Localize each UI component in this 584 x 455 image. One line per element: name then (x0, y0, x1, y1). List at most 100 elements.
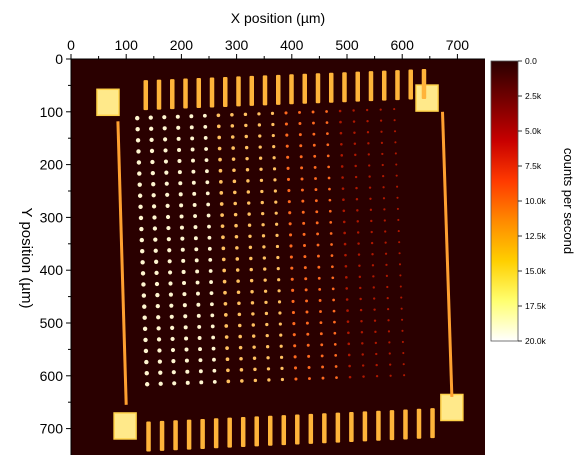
array-dot (343, 242, 347, 246)
array-dot (335, 376, 338, 379)
comb-bar (281, 415, 287, 446)
array-dot (298, 122, 302, 126)
y-tick-label: 500 (40, 315, 64, 331)
array-dot (332, 298, 335, 302)
array-dot (266, 367, 271, 371)
array-dot (275, 222, 279, 226)
array-dot (170, 325, 175, 330)
array-dot (250, 290, 254, 294)
comb-bar (236, 76, 241, 107)
array-dot (290, 266, 294, 270)
array-dot (195, 269, 200, 274)
comb-bar (315, 73, 321, 104)
array-dot (400, 307, 403, 310)
array-dot (306, 343, 310, 347)
array-dot (325, 121, 329, 124)
comb-bar (200, 418, 205, 449)
array-dot (293, 355, 297, 359)
array-dot (398, 241, 401, 244)
x-tick-label: 0 (67, 37, 75, 53)
array-dot (217, 135, 222, 140)
array-dot (151, 182, 156, 187)
array-dot (179, 225, 184, 230)
array-dot (331, 287, 335, 291)
array-dot (359, 286, 362, 290)
array-dot (293, 344, 297, 348)
array-dot (343, 231, 346, 235)
array-dot (294, 377, 298, 381)
comb-bar (389, 410, 395, 441)
array-dot (347, 331, 350, 335)
array-dot (248, 245, 253, 250)
array-dot (303, 255, 307, 259)
array-dot (292, 322, 296, 326)
array-dot (265, 333, 269, 338)
array-dot (384, 252, 388, 255)
x-tick-label: 700 (446, 37, 470, 53)
array-dot (290, 277, 294, 281)
array-dot (154, 259, 159, 264)
array-dot (149, 126, 154, 131)
array-dot (253, 367, 257, 372)
array-dot (289, 255, 293, 259)
array-dot (225, 357, 230, 362)
array-dot (354, 153, 357, 157)
array-dot (162, 115, 167, 120)
array-dot (347, 342, 351, 346)
y-tick-label: 300 (40, 209, 64, 225)
array-dot (251, 323, 256, 327)
array-dot (301, 210, 305, 214)
array-dot (249, 256, 253, 261)
comb-bar (159, 420, 165, 451)
array-dot (383, 219, 386, 222)
array-dot (274, 211, 278, 215)
comb-bar (408, 69, 413, 100)
array-dot (385, 274, 389, 278)
array-dot (181, 258, 186, 263)
array-dot (291, 310, 295, 315)
axes: 0 100 200 300 400 500 600 700 0 100 200 300 400 500 60… (40, 37, 485, 455)
comb-bar (335, 412, 341, 443)
array-dot (165, 214, 171, 220)
array-dot (306, 332, 310, 336)
array-dot (223, 301, 228, 306)
array-dot (181, 269, 186, 274)
array-dot (208, 269, 213, 273)
array-dot (205, 180, 210, 185)
array-dot (327, 176, 331, 180)
array-dot (154, 281, 160, 287)
array-dot (138, 204, 143, 210)
array-dot (375, 363, 378, 367)
array-dot (261, 234, 266, 238)
array-dot (287, 188, 291, 193)
array-dot (368, 175, 371, 178)
array-dot (366, 131, 370, 134)
array-dot (140, 260, 145, 265)
array-dot (347, 353, 351, 357)
array-dot (212, 368, 217, 373)
array-dot (193, 236, 198, 241)
array-dot (366, 119, 369, 123)
comb-bar (249, 75, 255, 106)
array-dot (137, 182, 142, 187)
array-dot (355, 186, 358, 190)
array-dot (141, 293, 147, 298)
array-dot (305, 299, 309, 303)
array-dot (212, 357, 216, 362)
array-dot (207, 224, 211, 229)
y-tick-label: 0 (55, 51, 63, 67)
array-dot (386, 285, 389, 289)
array-dot (368, 164, 371, 167)
array-dot (163, 148, 168, 153)
array-dot (221, 246, 226, 251)
array-dot (370, 230, 373, 234)
array-dot (401, 340, 404, 344)
array-dot (264, 311, 269, 316)
array-dot (318, 299, 322, 302)
array-dot (304, 277, 308, 281)
array-dot (393, 130, 397, 133)
array-dot (344, 253, 347, 257)
array-dot (317, 254, 320, 258)
array-dot (271, 133, 275, 138)
array-dot (299, 155, 303, 159)
